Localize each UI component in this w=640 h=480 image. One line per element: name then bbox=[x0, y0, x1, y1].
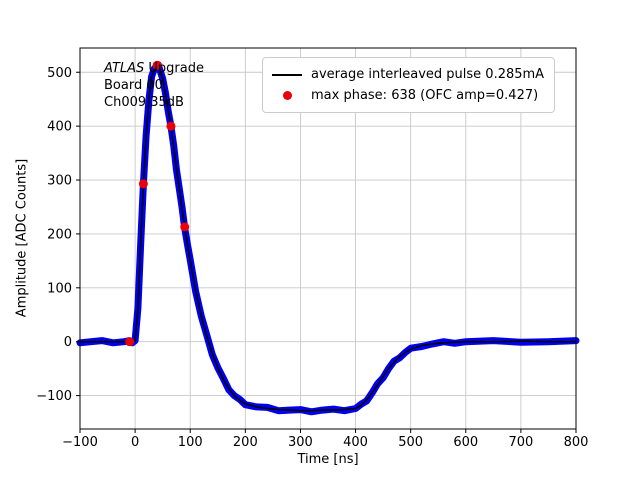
max-phase-marker bbox=[166, 121, 176, 131]
legend-entry-maxphase: max phase: 638 (OFC amp=0.427) bbox=[271, 85, 544, 106]
x-tick-label: −100 bbox=[62, 435, 98, 450]
annotation-text: ATLAS Upgrade Board 00 Ch009 35dB bbox=[104, 60, 204, 111]
annotation-line-1: ATLAS Upgrade bbox=[104, 60, 204, 77]
pulse-average-line bbox=[80, 64, 576, 412]
legend: average interleaved pulse 0.285mA max ph… bbox=[262, 57, 556, 113]
max-phase-marker bbox=[152, 60, 162, 70]
y-tick-label: 400 bbox=[47, 120, 72, 135]
annotation-line-2: Board 00 bbox=[104, 78, 163, 93]
legend-line-sample bbox=[271, 73, 303, 76]
line-swatch-icon bbox=[272, 73, 302, 76]
x-tick-label: 400 bbox=[343, 435, 368, 450]
pulse-band bbox=[76, 61, 580, 416]
annotation-atlas: ATLAS bbox=[104, 61, 145, 76]
x-axis-label: Time [ns] bbox=[297, 452, 359, 467]
x-tick-label: 100 bbox=[178, 435, 203, 450]
axes-frame bbox=[79, 47, 577, 430]
x-tick-label: 300 bbox=[288, 435, 313, 450]
legend-entry-pulse: average interleaved pulse 0.285mA bbox=[271, 64, 544, 85]
legend-marker-sample bbox=[271, 91, 303, 100]
red-dot-icon bbox=[282, 91, 292, 100]
y-tick-label: 100 bbox=[47, 281, 72, 296]
legend-label-maxphase: max phase: 638 (OFC amp=0.427) bbox=[311, 88, 539, 103]
annotation-upgrade: Upgrade bbox=[144, 61, 204, 76]
x-tick-label: 800 bbox=[564, 435, 589, 450]
x-tick-label: 700 bbox=[508, 435, 533, 450]
x-tick-label: 600 bbox=[453, 435, 478, 450]
x-tick-label: 200 bbox=[233, 435, 258, 450]
y-tick-label: 200 bbox=[47, 227, 72, 242]
x-tick-label: 0 bbox=[131, 435, 139, 450]
y-tick-label: −100 bbox=[36, 389, 72, 404]
max-phase-marker bbox=[138, 179, 148, 189]
y-tick-label: 0 bbox=[64, 335, 72, 350]
y-tick-label: 500 bbox=[47, 66, 72, 81]
y-axis-label: Amplitude [ADC Counts] bbox=[14, 158, 30, 318]
max-phase-marker bbox=[125, 337, 135, 347]
y-tick-label: 300 bbox=[47, 174, 72, 189]
x-tick-label: 500 bbox=[398, 435, 423, 450]
legend-label-pulse: average interleaved pulse 0.285mA bbox=[311, 67, 545, 82]
max-phase-marker bbox=[180, 222, 190, 232]
annotation-line-3: Ch009 35dB bbox=[104, 95, 184, 110]
